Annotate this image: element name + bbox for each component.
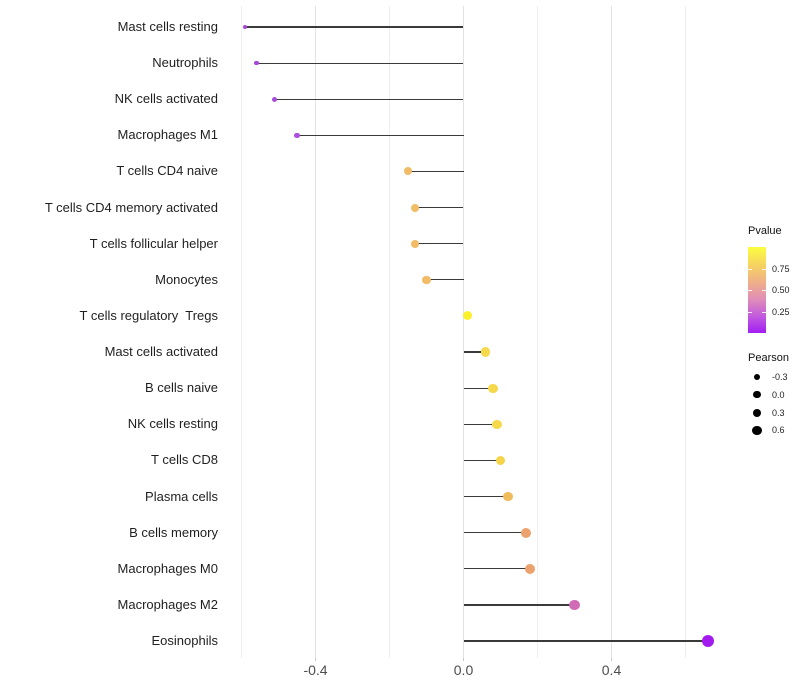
pvalue-legend-title: Pvalue xyxy=(748,225,782,237)
data-point xyxy=(521,527,532,538)
y-axis-label: T cells regulatory Tregs xyxy=(79,307,218,323)
colorbar-tick-label: 0.25 xyxy=(772,306,790,317)
data-point xyxy=(525,563,536,574)
y-axis-label: Macrophages M2 xyxy=(117,596,218,612)
lollipop-stem xyxy=(415,207,464,209)
colorbar-tick xyxy=(748,268,752,270)
y-axis-label: Plasma cells xyxy=(145,488,218,504)
gridline xyxy=(315,6,316,658)
data-point xyxy=(492,419,502,430)
pvalue-color-legend: Pvalue 0.75 0.50 0.25 xyxy=(748,225,800,335)
y-axis-label: Neutrophils xyxy=(152,55,218,71)
lollipop-stem xyxy=(463,495,508,498)
colorbar-tick xyxy=(748,311,752,313)
x-tick-label: 0.4 xyxy=(601,662,622,678)
data-point xyxy=(411,203,420,212)
pearson-size-legend: Pearson -0.3 0.0 0.3 0.6 xyxy=(748,352,800,447)
gridline xyxy=(241,6,242,658)
data-point xyxy=(503,491,513,502)
lollipop-stem xyxy=(463,640,708,642)
colorbar-tick xyxy=(762,290,766,291)
y-axis-label: T cells CD8 xyxy=(151,452,218,468)
x-tick-label: 0.0 xyxy=(453,662,474,678)
lollipop-stem xyxy=(426,279,464,281)
gridline xyxy=(685,6,686,658)
lollipop-stem xyxy=(463,532,527,534)
lollipop-stem xyxy=(245,26,464,28)
legend-size-label: -0.3 xyxy=(772,372,788,382)
lollipop-stem xyxy=(463,459,501,462)
data-point xyxy=(422,275,431,284)
y-axis-label: T cells CD4 memory activated xyxy=(44,199,218,215)
gridline xyxy=(537,6,538,658)
colorbar-tick xyxy=(762,268,766,270)
gridline xyxy=(611,6,612,658)
y-axis-label: T cells CD4 naive xyxy=(116,163,218,179)
legend-size-label: 0.3 xyxy=(772,407,785,418)
colorbar-tick xyxy=(748,290,752,291)
lollipop-stem xyxy=(463,604,575,606)
colorbar-tick-label: 0.75 xyxy=(772,263,790,274)
data-point xyxy=(294,132,300,139)
lollipop-stem xyxy=(463,568,531,570)
legend-size-dot xyxy=(754,374,760,380)
y-axis-label: Macrophages M0 xyxy=(117,560,218,576)
lollipop-stem xyxy=(463,423,497,425)
gridline xyxy=(463,6,464,658)
y-axis-label: Monocytes xyxy=(155,271,218,287)
data-point xyxy=(272,96,278,102)
y-axis-label: Mast cells activated xyxy=(104,344,218,360)
pvalue-colorbar xyxy=(748,247,766,333)
data-point xyxy=(243,24,248,30)
data-point xyxy=(495,455,506,466)
colorbar-tick xyxy=(762,311,766,313)
y-axis-label: Eosinophils xyxy=(151,633,219,649)
lollipop-stem xyxy=(415,243,464,245)
y-axis-label: Macrophages M1 xyxy=(117,127,218,143)
lollipop-stem xyxy=(463,387,494,389)
data-point xyxy=(488,383,498,393)
lollipop-stem xyxy=(463,351,486,353)
data-point xyxy=(254,60,259,66)
legend-size-label: 0.0 xyxy=(772,389,785,400)
data-point xyxy=(481,347,491,357)
lollipop-stem xyxy=(297,134,464,136)
y-axis-label: T cells follicular helper xyxy=(89,235,218,251)
data-point xyxy=(404,167,412,176)
legend-size-label: 0.6 xyxy=(772,425,785,436)
y-axis-label: B cells memory xyxy=(129,524,218,540)
lollipop-stem xyxy=(274,98,464,100)
y-axis-label: Mast cells resting xyxy=(117,19,218,34)
data-point xyxy=(569,599,580,611)
data-point xyxy=(701,634,714,648)
y-axis-label: B cells naive xyxy=(145,380,218,396)
x-tick-mark xyxy=(315,658,316,661)
lollipop-stem xyxy=(256,62,464,64)
x-tick-mark xyxy=(463,658,464,661)
x-tick-label: -0.4 xyxy=(303,662,328,678)
lollipop-stem xyxy=(408,170,464,173)
legend-size-dot xyxy=(752,408,762,417)
gridline xyxy=(389,6,390,658)
legend-size-dot xyxy=(752,425,762,435)
colorbar-tick-label: 0.50 xyxy=(772,285,790,295)
pearson-legend-title: Pearson xyxy=(748,352,789,364)
legend-size-dot xyxy=(753,391,761,399)
x-tick-mark xyxy=(611,658,612,661)
y-axis-label: NK cells resting xyxy=(127,416,218,432)
y-axis-label: NK cells activated xyxy=(114,91,218,107)
data-point xyxy=(462,311,472,321)
data-point xyxy=(411,239,420,248)
